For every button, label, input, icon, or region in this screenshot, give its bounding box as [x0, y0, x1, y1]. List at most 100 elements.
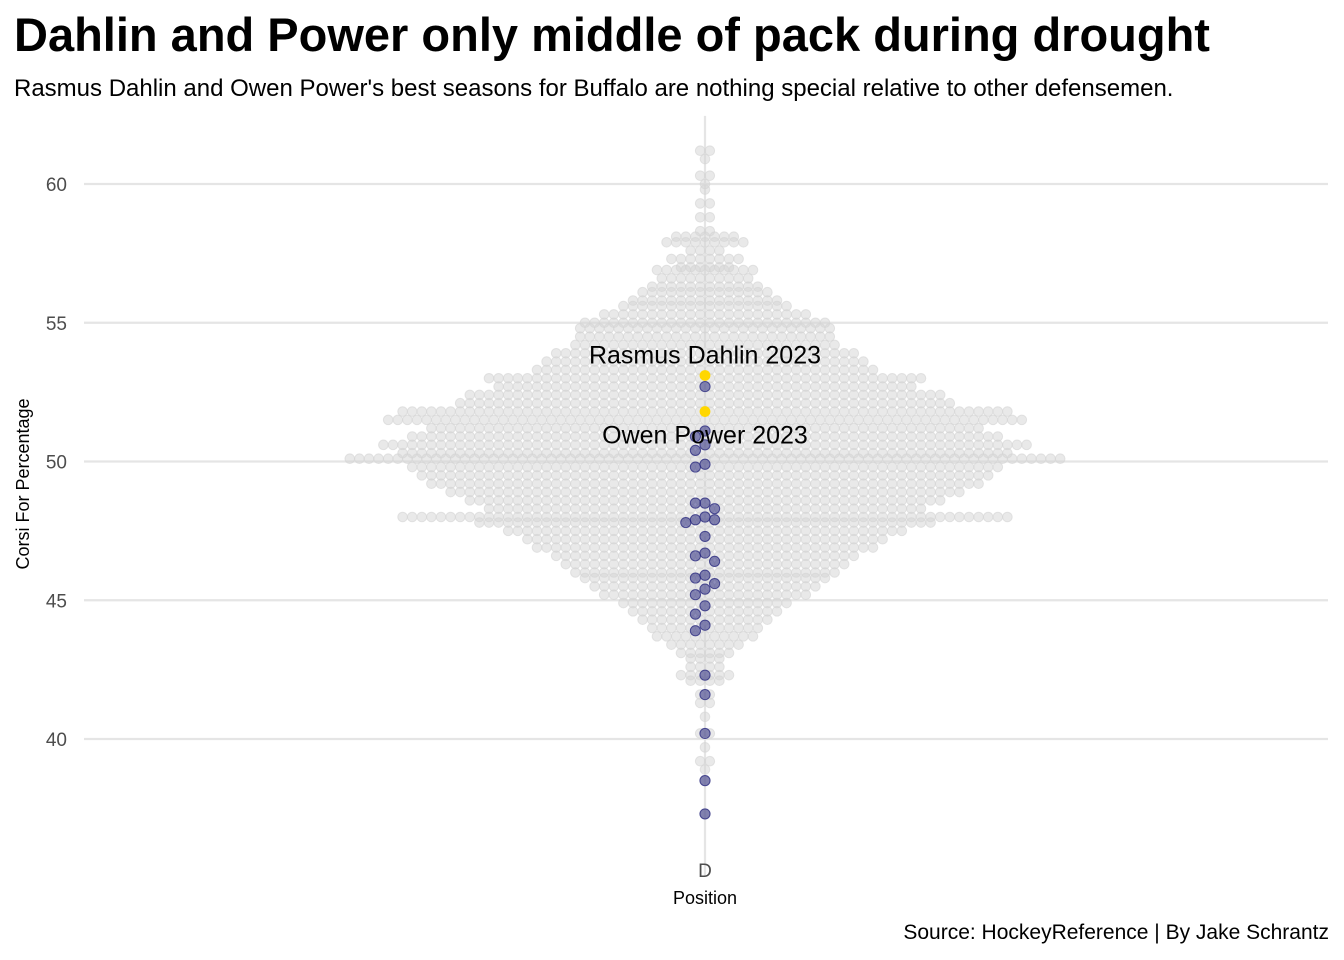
buffalo-point: [699, 808, 711, 820]
swarm-point: [579, 572, 591, 584]
swarm-point: [963, 511, 975, 523]
swarm-point: [474, 495, 485, 506]
chart-subtitle: Rasmus Dahlin and Owen Power's best seas…: [14, 75, 1174, 102]
buffalo-point: [689, 625, 702, 637]
buffalo-point: [709, 578, 721, 590]
swarm-point: [723, 669, 735, 681]
swarm-point: [829, 567, 840, 578]
swarm-point: [704, 697, 716, 709]
swarm-point: [382, 414, 394, 426]
swarm-point: [1006, 453, 1018, 465]
buffalo-point: [699, 511, 711, 523]
swarm-point: [406, 511, 418, 523]
swarm-point: [512, 525, 524, 537]
buffalo-point: [689, 608, 702, 620]
buffalo-point: [689, 514, 702, 526]
swarm-point: [810, 581, 821, 592]
swarm-point: [934, 495, 946, 506]
swarm-point: [728, 236, 740, 248]
y-tick-label: 55: [46, 314, 67, 335]
swarm-point: [997, 414, 1008, 426]
swarm-point: [699, 153, 711, 165]
swarm-point: [819, 572, 831, 584]
swarm-point: [618, 597, 629, 609]
swarm-point: [1006, 414, 1018, 426]
swarm-point: [954, 486, 965, 498]
swarm-point: [694, 198, 706, 209]
swarm-point: [531, 542, 543, 553]
swarm-point: [464, 511, 476, 523]
swarm-point: [915, 517, 927, 528]
swarm-point: [426, 478, 437, 490]
swarm-point: [666, 253, 677, 265]
buffalo-point: [699, 600, 711, 612]
swarm-point: [762, 614, 773, 625]
swarm-point: [838, 558, 850, 570]
highlight-point: [699, 406, 711, 417]
swarm-point: [982, 470, 994, 481]
swarm-point: [426, 511, 437, 523]
buffalo-point: [709, 503, 721, 515]
chart-caption: Source: HockeyReference | By Jake Schran…: [903, 921, 1329, 944]
y-tick-label: 60: [46, 175, 67, 196]
swarm-point: [944, 511, 956, 523]
swarm-point: [1045, 453, 1056, 465]
swarm-point: [608, 589, 620, 601]
swarm-point: [550, 550, 562, 562]
swarm-point: [661, 236, 672, 248]
swarm-point: [502, 525, 514, 537]
chart-title: Dahlin and Power only middle of pack dur…: [14, 8, 1210, 61]
swarm-point: [738, 236, 749, 248]
swarm-point: [373, 453, 384, 465]
swarm-point: [906, 517, 917, 528]
swarm-point: [344, 453, 356, 465]
swarm-point: [944, 486, 956, 498]
swarm-point: [973, 511, 984, 523]
swarm-point: [570, 567, 581, 578]
swarm-point: [402, 414, 413, 426]
swarm-point: [790, 589, 802, 601]
y-tick-label: 50: [46, 453, 67, 474]
swarm-point: [1026, 453, 1037, 465]
swarm-point: [454, 511, 466, 523]
swarm-point: [824, 331, 836, 342]
swarm-point: [627, 606, 639, 617]
swarm-point: [934, 511, 946, 523]
swarm-point: [598, 589, 610, 601]
buffalo-point: [699, 547, 711, 559]
swarm-point: [733, 253, 744, 265]
swarm-point: [973, 478, 984, 490]
swarm-point: [685, 675, 696, 687]
swarm-point: [675, 647, 687, 659]
y-tick-label: 40: [46, 730, 67, 751]
swarm-point: [987, 414, 999, 426]
swarm-point: [1035, 453, 1047, 465]
swarm-point: [589, 581, 600, 592]
annotations: Rasmus Dahlin 2023 Owen Power 2023: [589, 341, 821, 449]
buffalo-point: [689, 550, 702, 562]
swarm-point: [704, 198, 716, 209]
swarm-point: [416, 511, 428, 523]
swarm-point: [992, 511, 1004, 523]
buffalo-point: [689, 589, 702, 601]
swarm-point: [699, 184, 711, 195]
swarm-point: [925, 517, 936, 528]
swarm-point: [445, 511, 456, 523]
swarm-point: [704, 755, 716, 767]
swarm-point: [1016, 453, 1028, 465]
buffalo-point: [699, 458, 711, 470]
swarm-point: [354, 453, 365, 465]
swarm-point: [694, 212, 706, 223]
swarm-point: [704, 212, 716, 223]
swarm-point: [474, 517, 485, 528]
buffalo-point: [699, 727, 711, 740]
swarm-point: [752, 622, 764, 634]
swarm-point: [522, 533, 533, 545]
swarm-point: [704, 170, 716, 181]
swarm-point: [714, 675, 725, 687]
swarm-point: [382, 453, 394, 465]
buffalo-point: [699, 439, 711, 451]
highlight-label: Rasmus Dahlin 2023: [589, 341, 821, 369]
swarm-point: [1002, 511, 1013, 523]
buffalo-point: [699, 530, 711, 543]
